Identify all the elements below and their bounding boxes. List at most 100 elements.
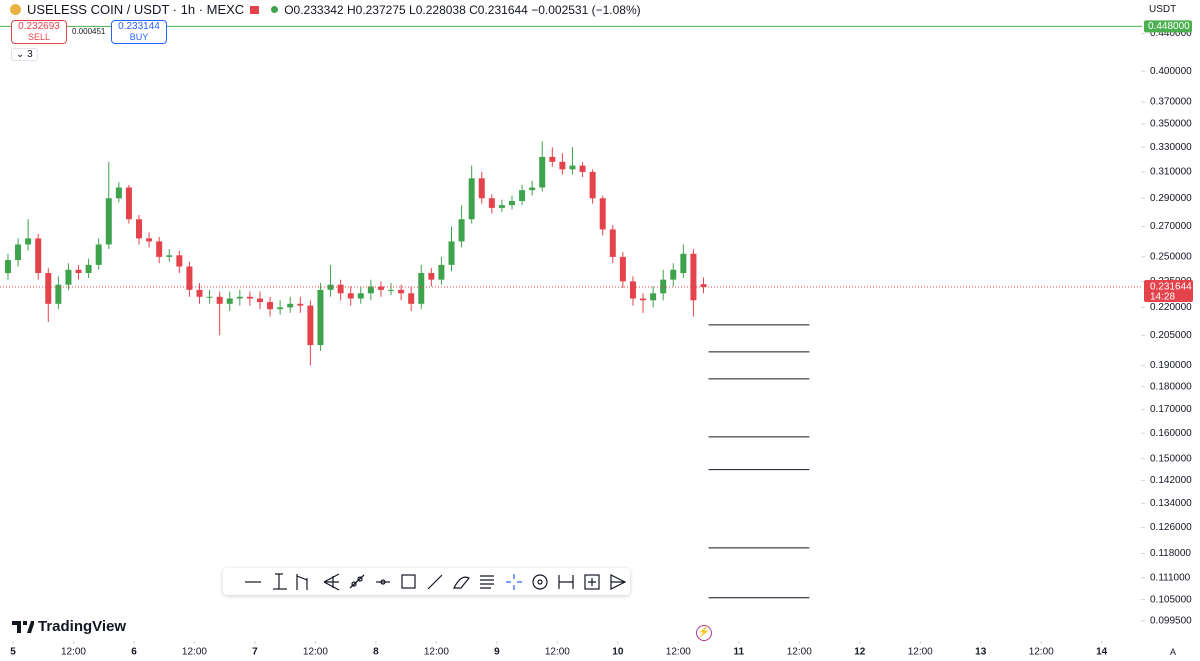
- tool-icon[interactable]: [453, 576, 470, 589]
- candle-body: [105, 198, 112, 245]
- x-tick-label: 10: [612, 647, 624, 658]
- candle-body: [55, 284, 62, 304]
- candle-body: [579, 165, 586, 172]
- candle-body: [539, 156, 546, 188]
- tool-icon[interactable]: [558, 575, 574, 589]
- tool-icon[interactable]: [401, 574, 416, 589]
- candle-body: [25, 238, 32, 245]
- tool-icon[interactable]: [349, 574, 365, 589]
- y-tick-label: 0.105000: [1150, 594, 1192, 605]
- y-tick-label: 0.270000: [1150, 221, 1192, 232]
- candle-body: [146, 238, 153, 242]
- candle-body: [609, 229, 616, 257]
- countdown: 14:28: [1150, 292, 1175, 303]
- y-tick-label: 0.099500: [1150, 616, 1192, 627]
- h-label: H: [346, 2, 356, 17]
- candle-body: [468, 178, 475, 220]
- x-tick-label: 14: [1096, 647, 1108, 658]
- candle-body: [398, 289, 405, 294]
- y-tick-label: 0.190000: [1150, 360, 1192, 371]
- candle-body: [307, 305, 314, 346]
- candle-body: [4, 260, 11, 274]
- x-tick-label: 6: [131, 647, 137, 658]
- candle-body: [115, 187, 122, 199]
- candle-body: [529, 187, 536, 191]
- candle-body: [347, 293, 354, 299]
- candle-body: [267, 302, 274, 310]
- x-tick-label: 12:00: [666, 647, 691, 658]
- candle-body: [458, 219, 465, 242]
- y-tick-label: 0.118000: [1150, 548, 1191, 559]
- candle-body: [559, 161, 566, 170]
- tool-icon[interactable]: [273, 573, 287, 590]
- y-tick-label: 0.160000: [1150, 428, 1192, 439]
- flash-icon[interactable]: ⚡: [696, 625, 712, 641]
- x-tick-label: 12:00: [182, 647, 207, 658]
- tool-icon[interactable]: [506, 574, 522, 590]
- c-label: C: [469, 2, 478, 17]
- candle-body: [377, 286, 384, 290]
- y-tick-label: 0.400000: [1150, 66, 1192, 77]
- currency[interactable]: USDT: [1149, 4, 1177, 15]
- candle-body: [478, 178, 485, 199]
- x-tick-label: 8: [373, 647, 379, 658]
- tool-icon[interactable]: [610, 574, 627, 590]
- candle-body: [287, 303, 294, 308]
- y-tick-label: 0.142000: [1150, 475, 1192, 486]
- x-tick-label: 12: [854, 647, 866, 658]
- candle-body: [256, 298, 263, 303]
- indicator-count: 3: [27, 49, 33, 60]
- toolbar-icons: [245, 573, 627, 591]
- buy-price: 0.233144: [118, 21, 160, 32]
- change: −0.002531 (−1.08%): [531, 2, 641, 17]
- logo-mark: [12, 620, 34, 633]
- sell-button[interactable]: 0.232693 SELL: [11, 20, 67, 44]
- indicators-toggle[interactable]: ⌄ 3: [11, 48, 38, 61]
- tool-icon[interactable]: [296, 574, 308, 590]
- x-tick-label: 12:00: [908, 647, 933, 658]
- tool-icon[interactable]: [376, 579, 390, 585]
- candle-body: [337, 284, 344, 294]
- candle-body: [186, 266, 193, 290]
- tool-icon[interactable]: [480, 575, 494, 589]
- tool-icon[interactable]: [532, 574, 548, 590]
- symbol[interactable]: USELESS COIN / USDT · 1h · MEXC: [27, 2, 245, 17]
- candle-body: [196, 289, 203, 297]
- last-price-label: 0.231644: [1150, 282, 1192, 293]
- branding: TradingView: [12, 618, 126, 635]
- ohlc: O0.233342 H0.237275 L0.228038 C0.231644 …: [284, 3, 640, 17]
- candle-body: [549, 156, 556, 162]
- x-tick-label: 13: [975, 647, 987, 658]
- x-tick-label: 12:00: [424, 647, 449, 658]
- candle-body: [700, 284, 707, 288]
- candle-body: [277, 307, 284, 310]
- y-tick-label: 0.440000: [1150, 28, 1192, 39]
- logo-text: TradingView: [38, 618, 127, 635]
- l-label: L: [409, 2, 416, 17]
- candle-body: [640, 298, 647, 301]
- candle-body: [357, 293, 364, 299]
- last-price-bg: [1144, 280, 1193, 303]
- candle-body: [488, 198, 495, 208]
- x-tick-label: 12:00: [1029, 647, 1054, 658]
- y-tick-label: 0.205000: [1150, 330, 1192, 341]
- exchange-flag: [250, 5, 260, 14]
- candle-body: [246, 296, 253, 299]
- candle-body: [236, 296, 243, 299]
- alert-label: 0.448000: [1148, 21, 1190, 32]
- candle-body: [519, 190, 526, 201]
- y-tick-label: 0.350000: [1150, 119, 1192, 130]
- buy-button[interactable]: 0.233144 BUY: [111, 20, 167, 44]
- y-tick-label: 0.150000: [1150, 453, 1192, 464]
- tool-icon[interactable]: [427, 574, 443, 590]
- scale-mode[interactable]: A: [1170, 647, 1177, 657]
- y-tick-label: 0.310000: [1150, 167, 1192, 178]
- tool-icon[interactable]: [323, 573, 340, 591]
- o-label: O: [284, 2, 294, 17]
- l-value: 0.228038: [415, 2, 466, 17]
- tool-icon[interactable]: [584, 574, 600, 590]
- o-value: 0.233342: [293, 2, 344, 17]
- y-tick-label: 0.220000: [1150, 302, 1192, 313]
- y-tick-label: 0.290000: [1150, 193, 1192, 204]
